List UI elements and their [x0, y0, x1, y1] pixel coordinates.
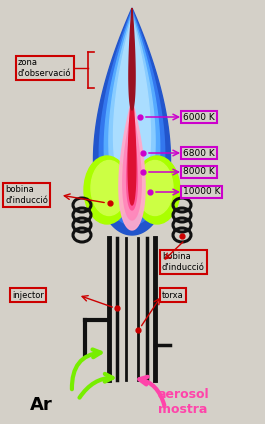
Text: zona
d'observació: zona d'observació — [18, 59, 72, 78]
Text: 6800 K: 6800 K — [183, 148, 215, 157]
Text: 6000 K: 6000 K — [183, 112, 215, 122]
Text: Ar: Ar — [30, 396, 53, 414]
Ellipse shape — [137, 161, 173, 215]
Polygon shape — [127, 120, 137, 210]
Text: 10000 K: 10000 K — [183, 187, 220, 196]
Text: 8000 K: 8000 K — [183, 167, 215, 176]
Polygon shape — [129, 8, 135, 110]
Ellipse shape — [91, 161, 127, 215]
Text: aerosol
mostra: aerosol mostra — [158, 388, 210, 416]
Text: torxa: torxa — [162, 290, 184, 299]
Polygon shape — [99, 10, 165, 225]
Polygon shape — [128, 90, 136, 205]
Polygon shape — [104, 12, 160, 215]
Text: bobina
d'inducció: bobina d'inducció — [162, 252, 205, 272]
Ellipse shape — [134, 156, 180, 224]
Text: injector: injector — [12, 290, 44, 299]
Polygon shape — [94, 8, 170, 235]
Polygon shape — [113, 18, 151, 195]
Polygon shape — [109, 15, 155, 205]
Polygon shape — [123, 110, 141, 220]
Ellipse shape — [84, 156, 130, 224]
Text: bobina
d'inducció: bobina d'inducció — [5, 185, 48, 205]
Polygon shape — [119, 100, 145, 230]
